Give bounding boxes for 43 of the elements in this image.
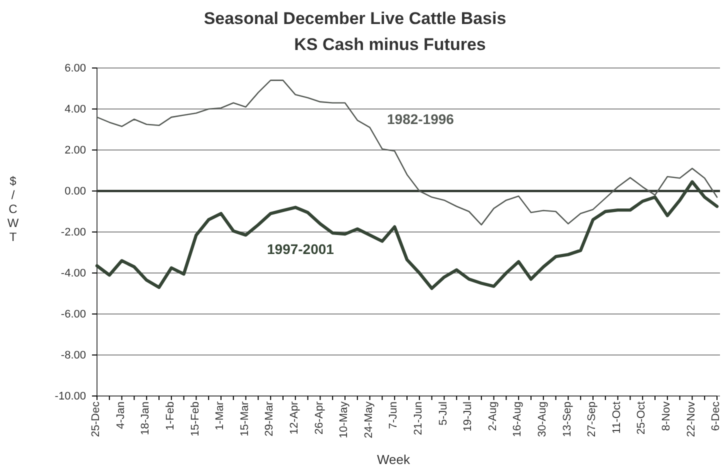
line-series xyxy=(96,80,718,226)
x-tick-label: 21-Jun xyxy=(412,402,424,436)
x-tick-label: 13-Sep xyxy=(561,402,574,437)
x-tick-label: 15-Mar xyxy=(238,401,251,436)
chart-title: Seasonal December Live Cattle Basis xyxy=(204,9,506,28)
x-tick-label: 16-Aug xyxy=(512,402,524,437)
y-tick-label: -2.00 xyxy=(60,226,86,239)
x-tick-label: 2-Aug xyxy=(486,402,499,431)
x-axis-title: Week xyxy=(377,452,410,467)
y-tick-label: -10.00 xyxy=(54,390,86,403)
x-tick-label: 8-Nov xyxy=(660,401,672,431)
y-tick-label: 0.00 xyxy=(64,186,86,198)
x-tick-label: 5-Jul xyxy=(437,402,450,426)
x-tick-label: 18-Jan xyxy=(140,402,152,436)
y-tick-label: -4.00 xyxy=(60,268,86,280)
x-tick-label: 24-May xyxy=(362,401,375,438)
x-tick-label: 1-Mar xyxy=(214,401,226,430)
x-tick-label: 4-Jan xyxy=(114,402,127,430)
x-tick-label: 26-Apr xyxy=(313,401,326,435)
y-tick-label: -6.00 xyxy=(60,308,86,321)
y-tick-label: 6.00 xyxy=(64,62,86,75)
x-tick-label: 25-Oct xyxy=(636,402,648,435)
x-tick-label: 25-Dec xyxy=(90,401,102,437)
x-tick-label: 1-Feb xyxy=(164,402,176,430)
series-label: 1982-1996 xyxy=(387,111,454,127)
x-tick-label: 19-Jul xyxy=(462,402,474,432)
y-axis-title: $/CWT xyxy=(7,174,20,244)
y-tick-label: 2.00 xyxy=(64,144,86,157)
x-tick-label: 7-Jun xyxy=(388,402,400,430)
x-tick-label: 12-Apr xyxy=(288,401,300,435)
x-tick-label: 29-Mar xyxy=(264,401,276,436)
y-tick-label: -8.00 xyxy=(60,350,86,362)
x-tick-label: 6-Dec xyxy=(710,401,722,431)
line-series xyxy=(95,180,719,290)
x-tick-label: 15-Feb xyxy=(189,402,202,436)
x-tick-label: 27-Sep xyxy=(586,402,598,437)
y-tick-label: 4.00 xyxy=(64,104,86,116)
x-tick-label: 11-Oct xyxy=(610,402,623,434)
x-tick-label: 30-Aug xyxy=(536,402,548,437)
series-label: 1997-2001 xyxy=(267,241,334,257)
chart-subtitle: KS Cash minus Futures xyxy=(294,35,486,54)
x-tick-label: 10-May xyxy=(338,401,350,438)
x-tick-label: 22-Nov xyxy=(685,401,698,437)
